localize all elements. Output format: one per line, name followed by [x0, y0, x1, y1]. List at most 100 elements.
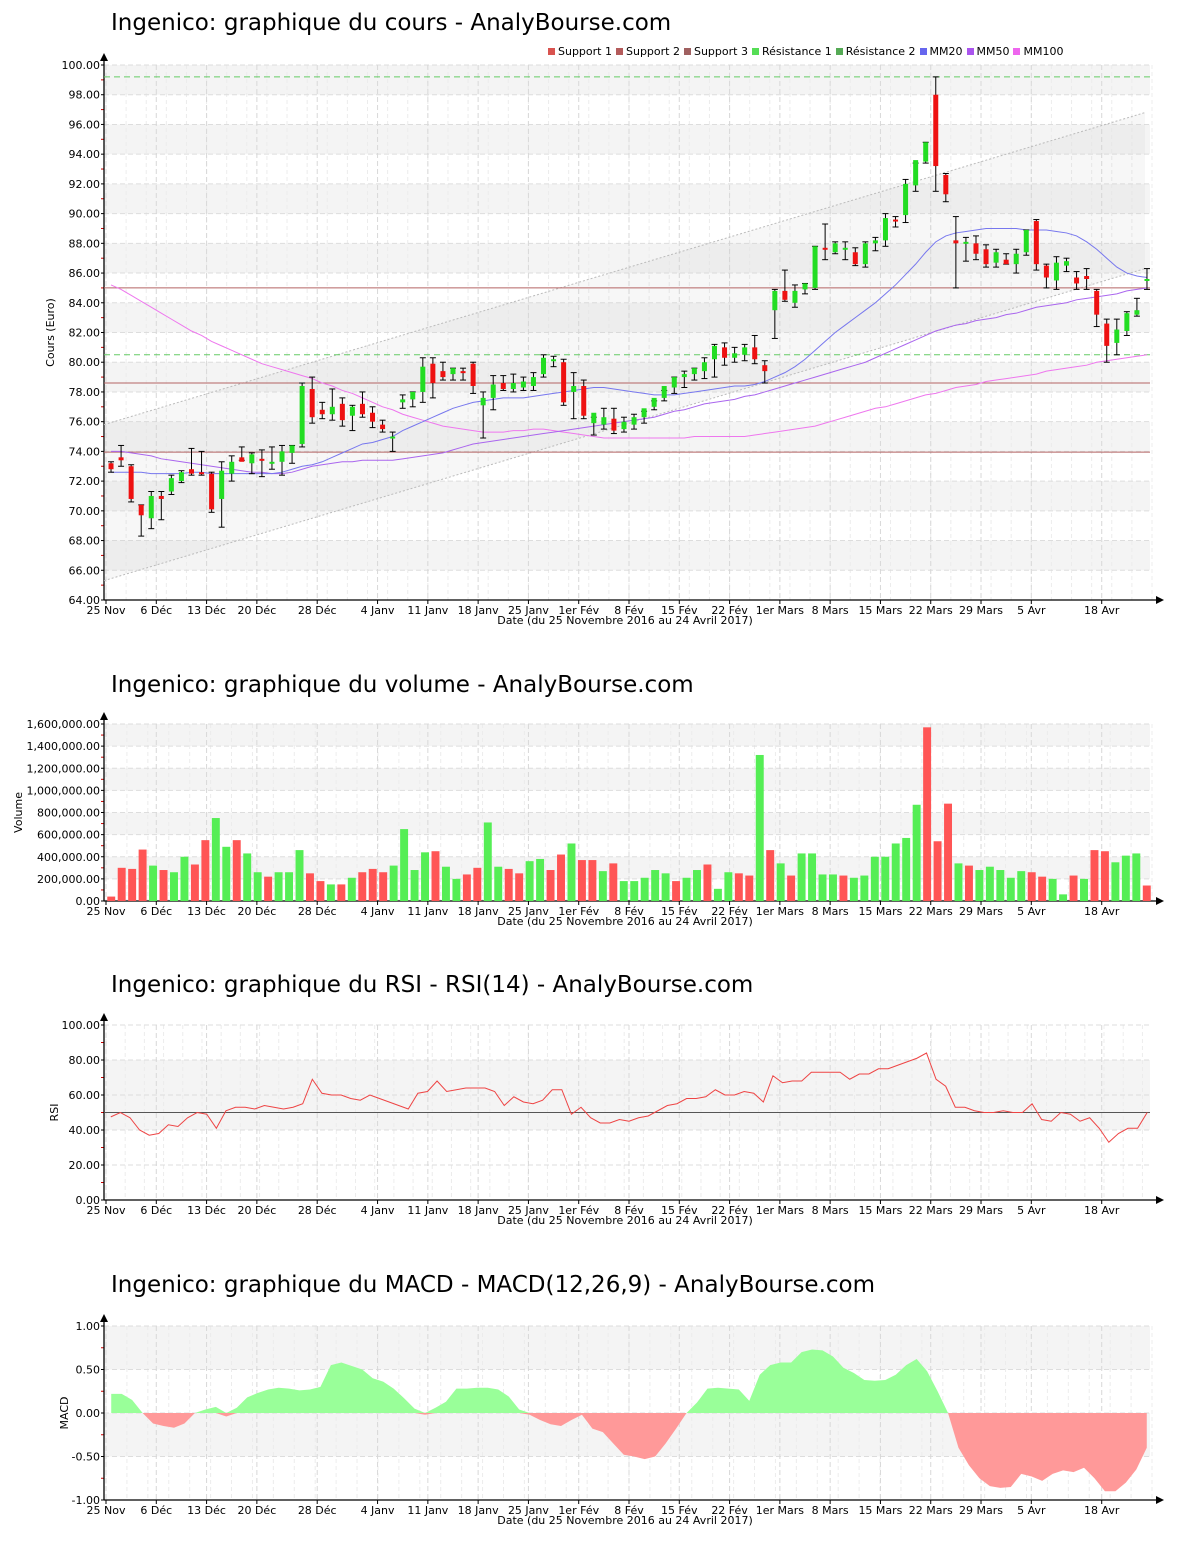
volume-bar: [912, 804, 921, 901]
candle-up: [903, 183, 909, 216]
candle-up: [591, 412, 597, 424]
x-axis-title: Date (du 25 Novembre 2016 au 24 Avril 20…: [497, 1214, 753, 1227]
x-tick-label: 1er Fév: [558, 604, 599, 617]
rsi-line: [110, 1052, 1148, 1144]
mm100-line: [110, 284, 1148, 439]
x-tick-label: 28 Déc: [298, 604, 337, 617]
x-tick-label: 11 Janv: [407, 905, 448, 918]
volume-bar: [881, 856, 890, 901]
x-tick-label: 18 Janv: [458, 905, 499, 918]
x-tick-label: 18 Avr: [1084, 1204, 1120, 1217]
volume-bar: [734, 873, 743, 901]
x-axis-arrow-icon: [1156, 1196, 1164, 1204]
legend-label: MM50: [976, 45, 1010, 58]
x-tick-label: 13 Déc: [187, 1504, 226, 1517]
volume-bar: [149, 865, 158, 901]
y-tick-label: 40.00: [69, 1124, 101, 1137]
volume-bar: [473, 867, 482, 901]
x-tick-label: 18 Avr: [1084, 905, 1120, 918]
volume-bar: [1100, 851, 1109, 901]
volume-bar: [337, 884, 346, 901]
candle-down: [893, 219, 899, 222]
x-tick-label: 22 Mars: [909, 1204, 953, 1217]
x-tick-label: 1er Mars: [756, 1204, 805, 1217]
candle-up: [1023, 229, 1029, 253]
volume-bar: [285, 872, 294, 901]
y-tick-label: 66.00: [69, 564, 101, 577]
candle-up: [1134, 310, 1140, 315]
volume-bar: [389, 865, 398, 901]
candle-up: [661, 386, 667, 398]
y-tick-label: 86.00: [69, 267, 101, 280]
price-chart-title: Ingenico: graphique du cours - AnalyBour…: [111, 10, 672, 36]
volume-bar: [201, 840, 210, 901]
volume-bar: [598, 871, 607, 901]
x-tick-label: 18 Avr: [1084, 1504, 1120, 1517]
candle-down: [561, 362, 567, 403]
macd-chart-plot: -1.00 -0.50 0.00 0.50 1.00 25 Nov 6 Déc 13 Déc 2…: [58, 1314, 1164, 1527]
volume-bar: [243, 853, 252, 901]
grid-band: [104, 481, 1150, 511]
candle-up: [219, 470, 225, 499]
volume-bar: [713, 888, 722, 901]
volume-bar: [1059, 894, 1068, 901]
volume-bar: [745, 875, 754, 901]
volume-bar: [515, 873, 524, 901]
volume-bar: [253, 872, 262, 901]
macd-chart-block: Ingenico: graphique du MACD - MACD(12,26…: [0, 1260, 1200, 1550]
volume-bar: [923, 727, 932, 901]
x-tick-label: 13 Déc: [187, 905, 226, 918]
x-tick-label: 20 Déc: [237, 1504, 276, 1517]
candle-up: [872, 240, 878, 244]
legend-swatch-icon: [966, 48, 974, 55]
volume-bar: [588, 860, 597, 901]
rsi-chart-block: Ingenico: graphique du RSI - RSI(14) - A…: [0, 960, 1200, 1240]
candle-down: [852, 252, 858, 265]
x-tick-label: 11 Janv: [407, 604, 448, 617]
legend-swatch-icon: [919, 48, 927, 55]
x-axis-title: Date (du 25 Novembre 2016 au 24 Avril 20…: [497, 614, 753, 627]
x-tick-label: 8 Fév: [614, 1504, 644, 1517]
candle-up: [299, 386, 305, 444]
x-tick-label: 6 Déc: [140, 604, 172, 617]
x-tick-label: 20 Déc: [237, 905, 276, 918]
x-tick-label: 18 Janv: [458, 604, 499, 617]
volume-bar: [222, 846, 231, 901]
x-tick-label: 11 Janv: [407, 1204, 448, 1217]
volume-bar: [431, 851, 440, 901]
x-tick-label: 4 Janv: [361, 1504, 395, 1517]
y-tick-label: 74.00: [69, 445, 101, 458]
candle-down: [309, 388, 315, 418]
candle-down: [973, 243, 979, 254]
x-tick-label: 28 Déc: [298, 1204, 337, 1217]
x-tick-label: 29 Mars: [959, 604, 1003, 617]
y-tick-label: 98.00: [69, 89, 101, 102]
grid-band: [104, 65, 1150, 95]
candle-up: [651, 397, 657, 407]
y-tick-label: 92.00: [69, 178, 101, 191]
grid-band: [104, 768, 1150, 791]
x-tick-label: 8 Fév: [614, 905, 644, 918]
legend-item: MM100: [1013, 45, 1063, 58]
volume-bar: [985, 866, 994, 901]
volume-bar: [828, 874, 837, 901]
y-tick-label: 600,000.00: [37, 829, 100, 842]
volume-bar: [1006, 877, 1015, 901]
legend-swatch-icon: [548, 48, 555, 55]
candle-up: [410, 391, 416, 400]
grid-band: [104, 540, 1150, 571]
candle-up: [249, 454, 255, 464]
x-tick-label: 8 Mars: [812, 905, 849, 918]
candle-up: [641, 408, 647, 418]
channel-lower-line: [103, 268, 1146, 582]
y-tick-label: 1,600,000.00: [27, 718, 100, 731]
x-tick-label: 25 Nov: [87, 1504, 126, 1517]
y-tick-label: 0.00: [76, 895, 101, 908]
volume-bar: [504, 868, 513, 901]
x-tick-label: 6 Déc: [140, 1204, 172, 1217]
x-tick-label: 8 Mars: [812, 1204, 849, 1217]
rsi-chart-plot: 0.00 20.00 40.00 60.00 80.00 100.00 25 Nov 6 Dé…: [48, 1013, 1164, 1227]
grid-band: [104, 124, 1150, 155]
y-tick-label: 0.50: [76, 1364, 101, 1377]
volume-chart-block: Ingenico: graphique du volume - AnalyBou…: [0, 660, 1200, 940]
